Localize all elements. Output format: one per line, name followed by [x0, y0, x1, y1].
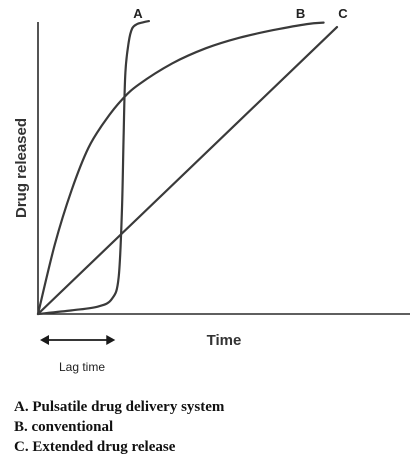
legend: A. Pulsatile drug delivery system B. con…	[14, 397, 224, 457]
curve-label-a: A	[133, 6, 143, 21]
x-axis-label: Time	[207, 332, 242, 349]
curve-group	[36, 20, 339, 316]
curve-b	[36, 21, 325, 316]
legend-item-b: B. conventional	[14, 419, 114, 435]
legend-item-c: C. Extended drug release	[14, 439, 176, 455]
lag-time-arrow	[40, 335, 116, 345]
curve-label-b: B	[296, 6, 305, 21]
release-profile-chart: A B C Drug released Time Lag time	[13, 6, 410, 374]
lag-arrow-left-head	[40, 335, 49, 345]
lag-time-label: Lag time	[59, 360, 105, 374]
curve-c	[36, 26, 339, 316]
legend-item-a: A. Pulsatile drug delivery system	[14, 399, 225, 415]
lag-arrow-right-head	[106, 335, 116, 345]
y-axis-label: Drug released	[13, 118, 30, 218]
curve-a	[36, 20, 150, 316]
curve-label-group: A B C	[133, 6, 348, 21]
curve-label-c: C	[338, 6, 348, 21]
